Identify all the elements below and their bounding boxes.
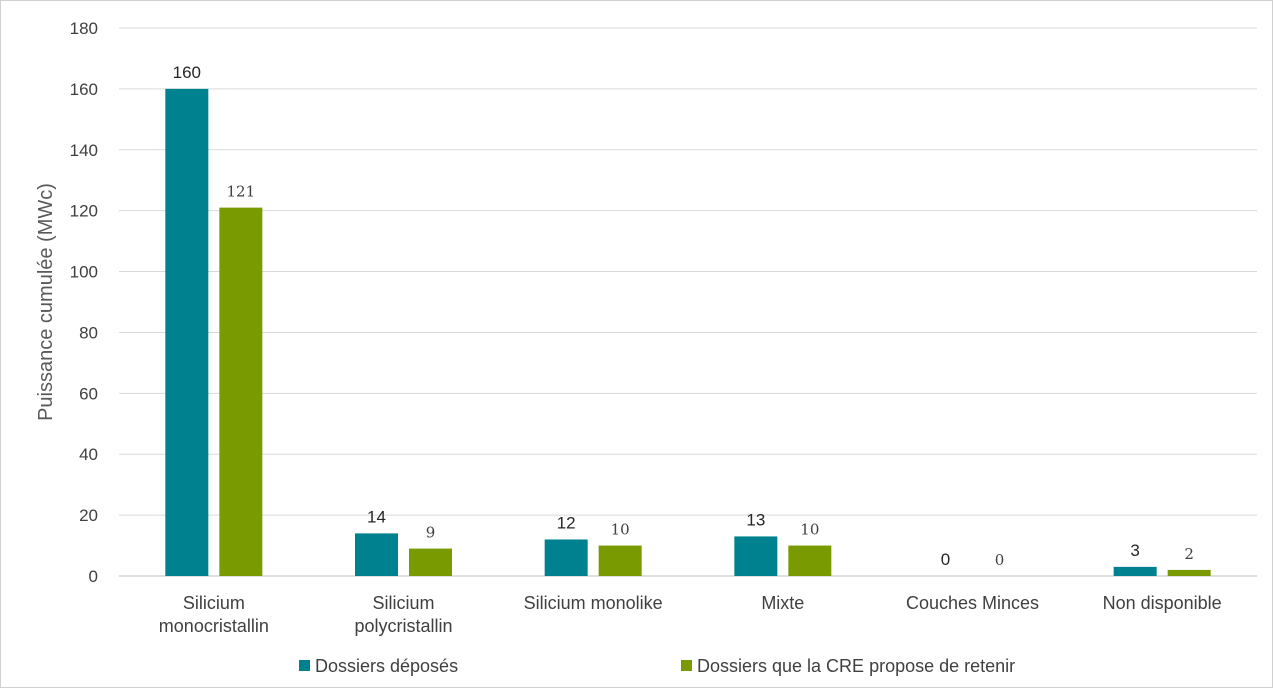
gridlines <box>119 27 1257 577</box>
category-label: Silicium polycristallin <box>354 593 452 636</box>
y-tick-label: 60 <box>79 384 98 403</box>
data-label: 13 <box>746 510 765 529</box>
y-tick-label: 100 <box>70 263 98 282</box>
y-tick-label: 40 <box>79 445 98 464</box>
y-tick-label: 180 <box>70 19 98 38</box>
bar <box>598 545 642 576</box>
y-tick-labels: 0 20 40 60 80 100 120 140 160 180 <box>70 19 98 586</box>
bar <box>355 533 398 576</box>
data-label: 121 <box>227 183 256 201</box>
category-label: Couches Minces <box>906 593 1039 613</box>
bar <box>409 548 452 576</box>
category-label: Mixte <box>761 593 804 613</box>
category-labels: Silicium monocristallin Silicium polycrista… <box>159 593 1222 636</box>
y-tick-label: 0 <box>89 567 98 586</box>
y-tick-label: 140 <box>70 141 98 160</box>
y-axis-label: Puissance cumulée (MWc) <box>35 183 57 421</box>
bars <box>165 88 1211 576</box>
category-label: Silicium monocristallin <box>159 593 269 636</box>
data-label: 10 <box>800 521 819 539</box>
data-label: 3 <box>1130 541 1139 560</box>
y-tick-label: 160 <box>70 80 98 99</box>
bar <box>734 536 778 576</box>
bar <box>219 207 263 576</box>
legend-label: Dossiers que la CRE propose de retenir <box>697 656 1015 676</box>
legend-swatch <box>681 660 692 671</box>
legend-label: Dossiers déposés <box>315 656 458 676</box>
data-label: 160 <box>173 63 201 82</box>
data-label: 10 <box>611 521 630 539</box>
data-label: 9 <box>426 524 436 542</box>
bar <box>1167 569 1211 576</box>
bar <box>165 88 209 576</box>
y-tick-label: 120 <box>70 202 98 221</box>
data-label: 14 <box>367 507 386 526</box>
legend: Dossiers déposés Dossiers que la CRE prop… <box>299 656 1015 676</box>
y-tick-label: 20 <box>79 506 98 525</box>
data-label: 0 <box>995 551 1005 569</box>
y-tick-label: 80 <box>79 323 98 342</box>
bar <box>544 539 588 576</box>
data-label: 12 <box>557 513 576 532</box>
bar <box>1113 566 1157 576</box>
category-label: Non disponible <box>1103 593 1222 613</box>
data-labels: 160 121 14 9 12 10 13 10 0 0 3 2 <box>173 63 1194 569</box>
data-label: 2 <box>1184 545 1194 563</box>
bar <box>788 545 832 576</box>
category-label: Silicium monolike <box>524 593 663 613</box>
data-label: 0 <box>941 550 950 569</box>
legend-swatch <box>299 660 310 671</box>
